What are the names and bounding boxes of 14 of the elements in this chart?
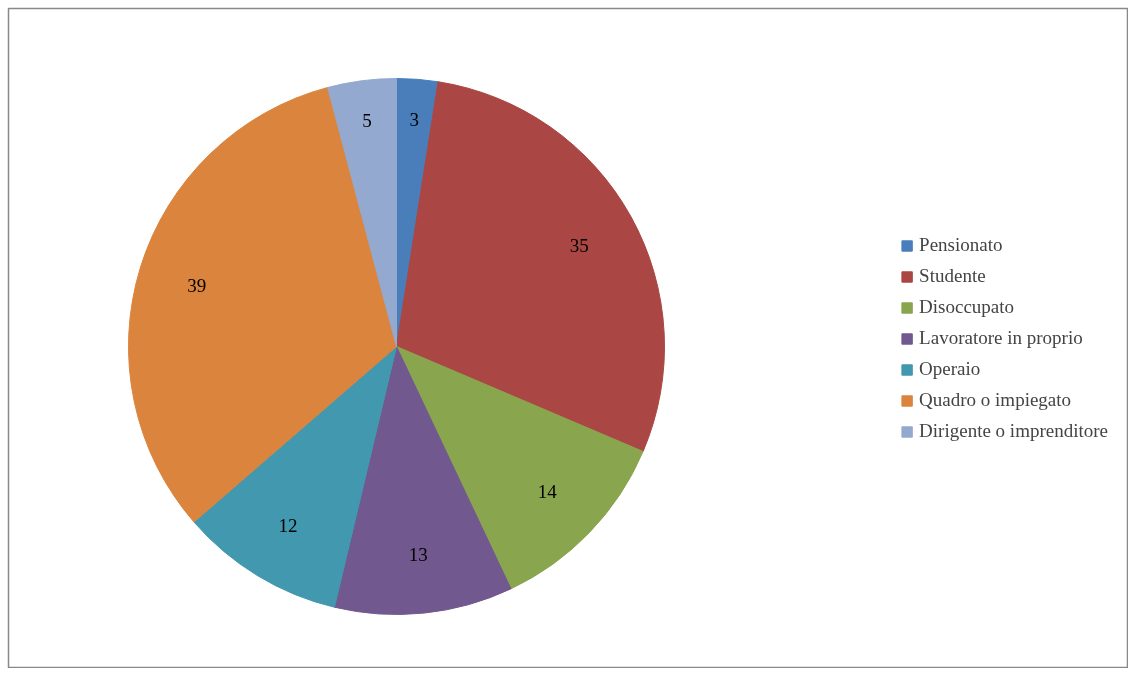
legend-label: Pensionato (919, 234, 1003, 256)
data-label: 5 (362, 110, 372, 132)
legend-label: Quadro o impiegato (919, 389, 1072, 411)
data-label: 12 (278, 514, 298, 536)
legend-label: Disoccupato (919, 296, 1015, 318)
data-label: 35 (569, 234, 589, 256)
legend-label: Studente (919, 265, 986, 287)
legend-label: Dirigente o imprenditore (919, 420, 1108, 442)
legend-label: Operaio (919, 358, 981, 380)
legend-label: Lavoratore in proprio (919, 327, 1083, 349)
data-label: 3 (409, 108, 419, 130)
data-label: 14 (537, 480, 558, 502)
data-label: 39 (187, 274, 207, 296)
data-label: 13 (408, 543, 428, 565)
